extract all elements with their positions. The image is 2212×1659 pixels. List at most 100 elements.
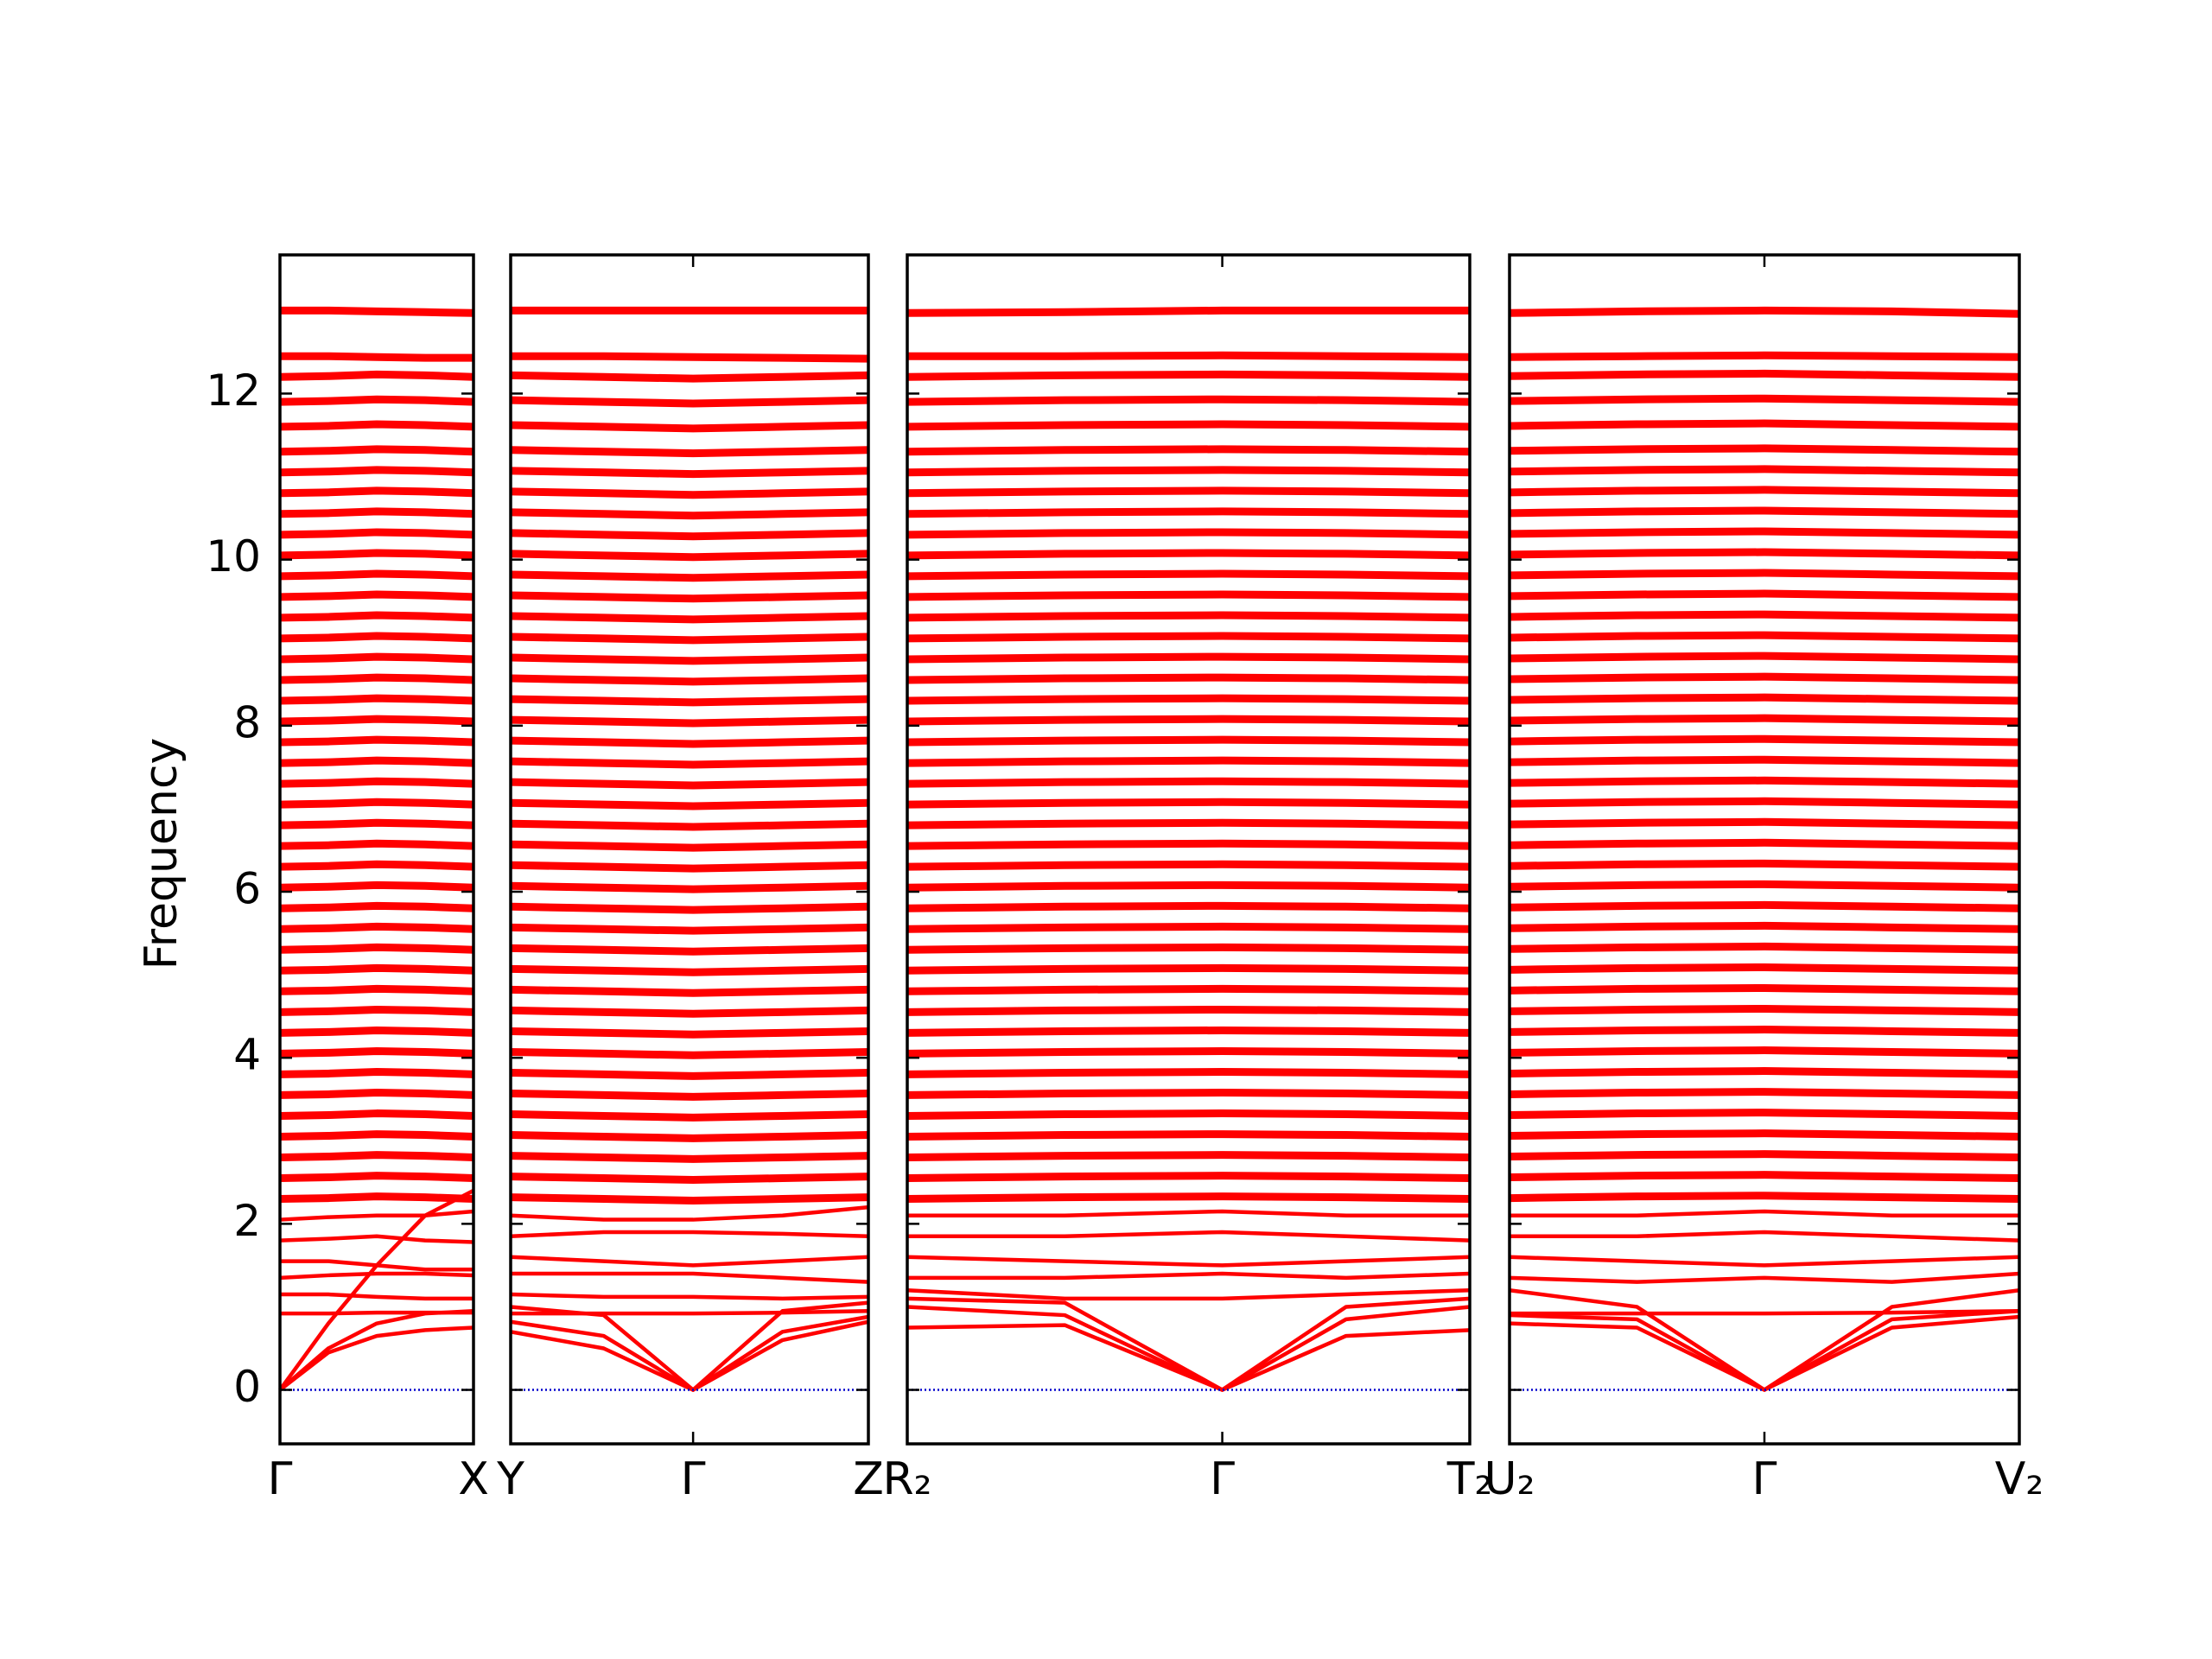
band-line — [906, 549, 1471, 560]
y-tick-label: 8 — [233, 697, 261, 747]
band-line — [1510, 1230, 2020, 1243]
band-line — [510, 840, 869, 852]
band-line — [906, 1172, 1471, 1183]
band-line — [1509, 714, 2020, 726]
band-line — [510, 1152, 869, 1163]
band-line — [1509, 306, 2020, 318]
band-line — [906, 370, 1471, 381]
band-line — [279, 1005, 474, 1016]
band-line — [511, 1309, 869, 1316]
band-line — [906, 1089, 1471, 1099]
band-line — [510, 715, 869, 728]
x-tick-label: Γ — [1752, 1453, 1777, 1505]
band-line — [1509, 486, 2020, 498]
band-line — [511, 1271, 869, 1284]
band-line — [280, 306, 474, 317]
band-line — [279, 1209, 474, 1222]
band-line — [510, 487, 869, 499]
band-line — [279, 818, 474, 830]
band-line — [279, 880, 474, 892]
band-line — [906, 673, 1471, 684]
band-line — [279, 901, 474, 912]
band-line — [280, 352, 474, 362]
band-line — [510, 778, 869, 790]
band-line — [906, 984, 1471, 995]
band-line — [907, 351, 1471, 361]
band-line — [279, 735, 474, 747]
y-tick-label: 2 — [233, 1196, 261, 1246]
band-line — [1509, 589, 2020, 601]
band-line — [279, 1089, 474, 1099]
band-line — [1509, 419, 2020, 431]
band-line — [906, 1026, 1471, 1037]
band-line — [1509, 1192, 2020, 1204]
band-line — [1509, 921, 2020, 933]
band-line — [279, 420, 474, 431]
band-line — [510, 529, 869, 541]
band-line — [1509, 963, 2020, 975]
band-line — [510, 1027, 869, 1039]
band-line — [279, 1026, 474, 1037]
band-line — [279, 528, 474, 539]
x-tick-label: X — [458, 1453, 489, 1505]
band-line — [279, 839, 474, 850]
band-line — [906, 569, 1471, 581]
band-line — [906, 860, 1471, 871]
band-line — [279, 395, 474, 406]
band-line — [510, 1173, 869, 1184]
band-line — [279, 943, 474, 954]
band-line — [510, 1131, 869, 1142]
band-line — [510, 1255, 869, 1268]
band-line — [510, 902, 869, 914]
band-line — [906, 486, 1471, 498]
y-tick-label: 6 — [233, 864, 261, 914]
band-line — [906, 1068, 1471, 1078]
band-line — [1509, 465, 2020, 477]
x-tick-label: V₂ — [1995, 1453, 2044, 1505]
band-line — [510, 570, 869, 582]
band-line — [1509, 1129, 2020, 1141]
band-line — [510, 371, 869, 383]
band-line — [1509, 1088, 2020, 1099]
band-line — [510, 612, 869, 624]
band-line — [906, 1255, 1471, 1268]
band-line — [906, 963, 1471, 975]
band-line — [279, 1192, 474, 1204]
band-line — [1509, 900, 2020, 912]
band-line — [280, 1259, 474, 1272]
band-line — [1509, 351, 2020, 361]
band-line — [510, 421, 869, 433]
band-line — [278, 1325, 474, 1392]
band-line — [279, 486, 474, 498]
x-tick-label: U₂ — [1484, 1453, 1535, 1505]
y-axis-label: Frequency — [136, 738, 188, 970]
x-tick-label: Z — [853, 1453, 884, 1505]
band-line — [1509, 369, 2020, 381]
band-line — [1509, 755, 2020, 767]
band-line — [1509, 506, 2020, 518]
band-line — [1509, 610, 2020, 622]
band-line — [510, 446, 869, 458]
band-line — [906, 694, 1471, 705]
band-line — [510, 861, 869, 873]
band-line — [510, 944, 869, 956]
band-line — [510, 1193, 869, 1205]
band-line — [906, 943, 1471, 954]
band-line — [279, 1109, 474, 1120]
band-line — [279, 1172, 474, 1183]
band-line — [280, 1292, 474, 1301]
band-line — [907, 1271, 1471, 1281]
band-line — [1509, 652, 2020, 664]
band-line — [510, 550, 869, 562]
band-line — [1509, 859, 2020, 871]
band-line — [279, 1068, 474, 1078]
band-line — [906, 652, 1471, 664]
band-line — [279, 756, 474, 767]
band-line — [906, 507, 1471, 518]
band-line — [510, 1090, 869, 1101]
band-line — [279, 1130, 474, 1141]
band-line — [906, 1109, 1471, 1120]
band-line — [279, 549, 474, 560]
